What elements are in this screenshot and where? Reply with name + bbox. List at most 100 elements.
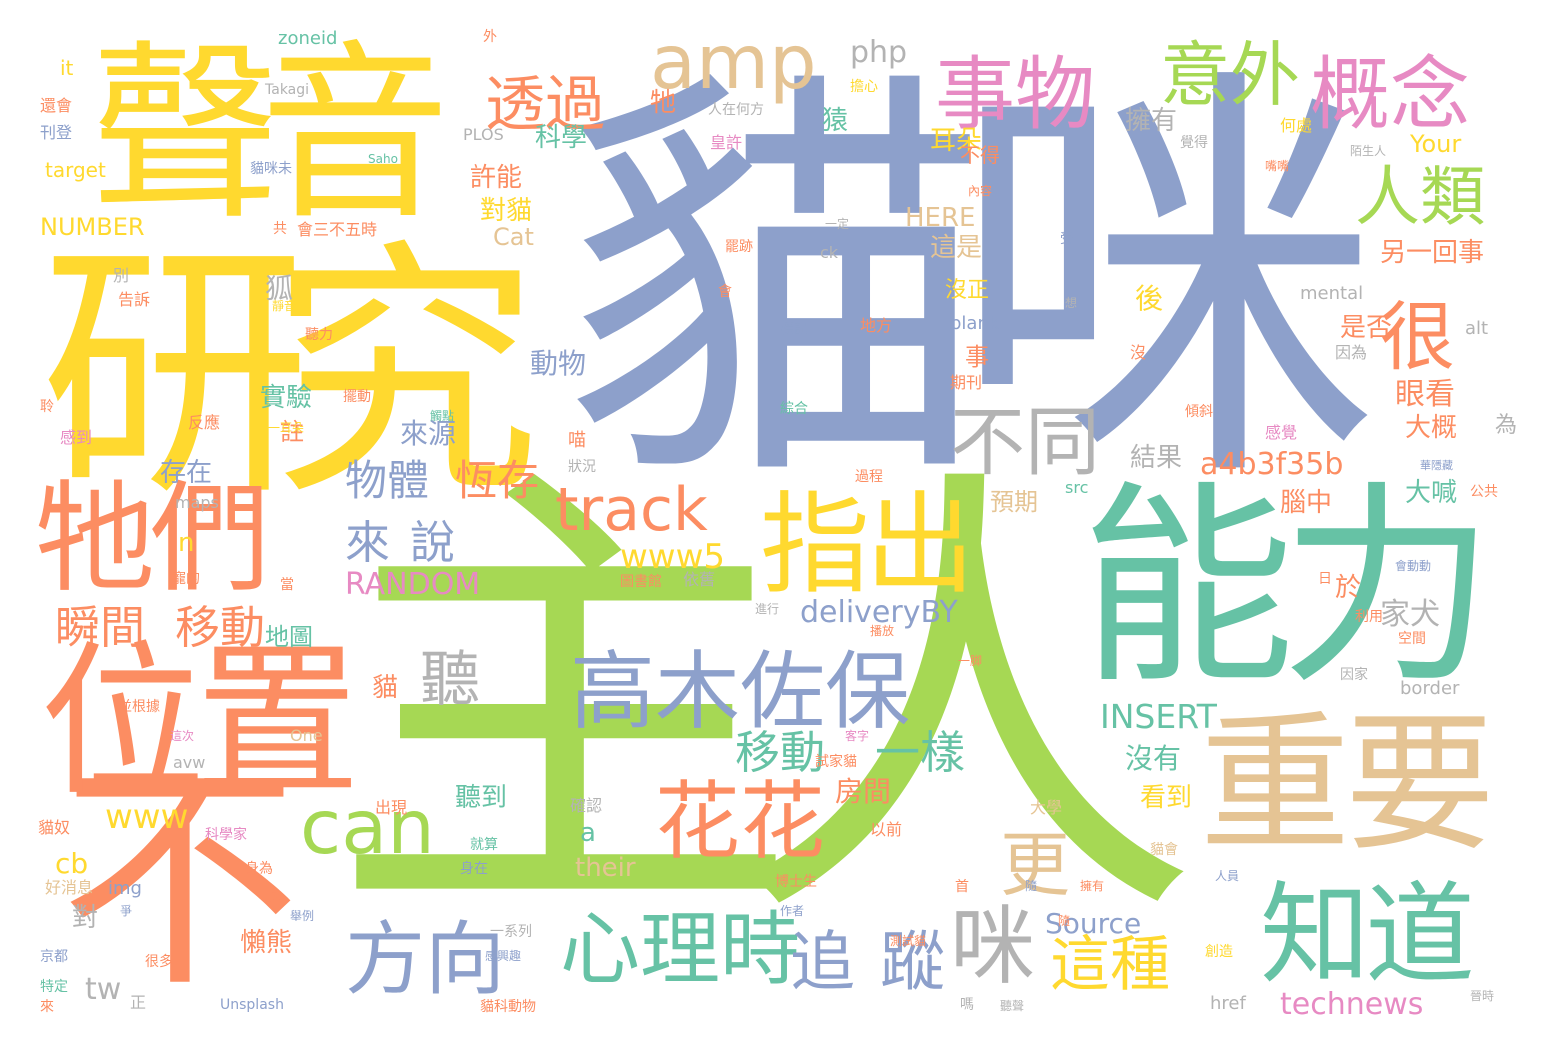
word-zhuangkuang: 狀況 [568, 459, 596, 475]
word-xuneng: 許能 [470, 163, 523, 193]
word-cunzai: 存在 [160, 458, 213, 488]
word-huangxu: 皇許 [710, 133, 743, 152]
word-renlei: 人類 [1355, 160, 1486, 235]
word-lanxiong: 懶熊 [240, 928, 293, 958]
word-butong: 不同 [950, 398, 1101, 486]
word-number: NUMBER [40, 213, 145, 241]
word-ganjue: 感覺 [1265, 423, 1298, 442]
word-yidong-teal: 移動 [735, 726, 826, 779]
word-tingli: 聽力 [305, 327, 333, 343]
word-zong: 蹤 [880, 925, 946, 1000]
word-maokedongwu: 貓科動物 [480, 999, 536, 1015]
word-daxue: 大學 [1030, 798, 1063, 817]
word-maohui: 貓會 [1150, 842, 1178, 858]
word-chongde: 寵的 [172, 571, 200, 587]
word-ceshimao: 測試貓 [890, 934, 927, 948]
word-yierduo: 一耳朵 [268, 421, 305, 435]
word-lai: 來 [345, 516, 391, 569]
word-kandao: 看到 [1140, 783, 1193, 813]
word-huidongdong: 會動動 [1395, 559, 1432, 573]
word-one: One [290, 726, 323, 745]
word-avw: avw [173, 753, 206, 772]
word-yijiao: 一脚 [958, 654, 983, 668]
word-hen: 很 [1380, 293, 1456, 381]
word-shijiamao: 試家貓 [815, 754, 857, 770]
word-target: target [45, 158, 106, 182]
word-huayincang: 華隱藏 [1420, 459, 1453, 472]
word-dahan: 大喊 [1405, 478, 1458, 508]
word-huahua: 花花 [655, 773, 826, 872]
word-shenzai: 身在 [460, 861, 488, 877]
word-bu: 不 [60, 740, 301, 1020]
word-dongwu: 動物 [530, 347, 587, 380]
word-shenwei: 身為 [245, 861, 273, 877]
word-php: php [850, 35, 908, 70]
word-tamen: 牠們 [35, 470, 270, 609]
word-www5: www5 [620, 537, 726, 577]
word-dagai: 大概 [1405, 413, 1458, 443]
word-maonu: 貓奴 [38, 818, 71, 837]
word-zhongyao: 重要 [1200, 698, 1495, 872]
word-zuozhe: 作者 [780, 904, 805, 918]
word-moshengren: 陌生人 [1350, 144, 1387, 158]
word-liyong: 利用 [1355, 609, 1383, 625]
word-chudian: 觸點 [430, 409, 455, 423]
word-shiwu: 事物 [935, 48, 1095, 141]
word-gandao: 感到 [60, 428, 93, 447]
word-tw: tw [85, 972, 122, 1007]
word-takagi: Takagi [265, 82, 310, 98]
word-shuo: 說 [410, 516, 456, 569]
word-neirong: 內容 [968, 184, 993, 198]
word-zhichu: 指出 [760, 481, 975, 609]
word-kexuejia: 科學家 [205, 827, 247, 843]
word-shiyan: 實驗 [260, 383, 313, 413]
word-img: img [108, 878, 142, 899]
word-wei: 為 [1495, 413, 1518, 438]
word-yinjia: 因家 [1340, 667, 1368, 683]
word-cb: cb [55, 847, 89, 880]
word-wai: 外 [483, 29, 497, 45]
word-zhidao: 知道 [1260, 871, 1475, 999]
word-juli: 舉例 [290, 909, 315, 923]
word-weizhi: 位置 [40, 626, 360, 818]
word-jingdu: 京都 [40, 949, 68, 965]
word-shifou: 是否 [1340, 313, 1393, 343]
word-border: border [1400, 678, 1460, 699]
word-bingendju: 並根據 [118, 699, 160, 715]
word-ta: 牠 [650, 88, 677, 118]
word-kexue: 科學 [535, 123, 588, 153]
word-zhuren: 主人 [330, 431, 1200, 978]
word-zonghe: 綜合 [780, 401, 808, 417]
word-ditu: 地圖 [265, 623, 313, 651]
word-naozhong: 腦中 [1280, 488, 1333, 518]
word-jiaquan: 家犬 [1380, 597, 1440, 632]
word-laiyuan: 來源 [400, 417, 457, 450]
word-jingyin: 靜音 [272, 299, 297, 313]
word-bie: 別 [113, 266, 130, 285]
word-fangjian: 房間 [835, 775, 892, 808]
word-bofang: 播放 [870, 624, 895, 638]
word-xiang: 想 [1065, 296, 1078, 310]
word-haoxiaoxi: 好消息 [45, 878, 94, 897]
word-meiyou: 沒有 [1125, 742, 1182, 775]
word-random: RANDOM [345, 567, 481, 602]
word-yu: 於 [1335, 573, 1362, 603]
word-ck: ck [820, 243, 839, 262]
word-renyuan: 人員 [1215, 869, 1240, 883]
word-baidong: 擺動 [343, 389, 371, 405]
word-cat: Cat [493, 223, 534, 251]
word-ting: 聽 [420, 645, 480, 715]
word-yiding: 一定 [825, 217, 850, 231]
word-yankan: 眼看 [1395, 377, 1455, 412]
word-jinxing: 進行 [755, 602, 780, 616]
word-queren: 確認 [570, 796, 603, 815]
word-touguo: 透過 [485, 70, 605, 140]
word-shou2: 首 [955, 879, 969, 895]
word-yuqi: 預期 [990, 488, 1038, 516]
word-zhu: 註 [280, 418, 304, 446]
word-gonggong: 公共 [1470, 484, 1498, 500]
word-it: it [60, 56, 74, 80]
word-a: a [580, 818, 596, 848]
word-gaosu: 告訴 [118, 290, 151, 309]
